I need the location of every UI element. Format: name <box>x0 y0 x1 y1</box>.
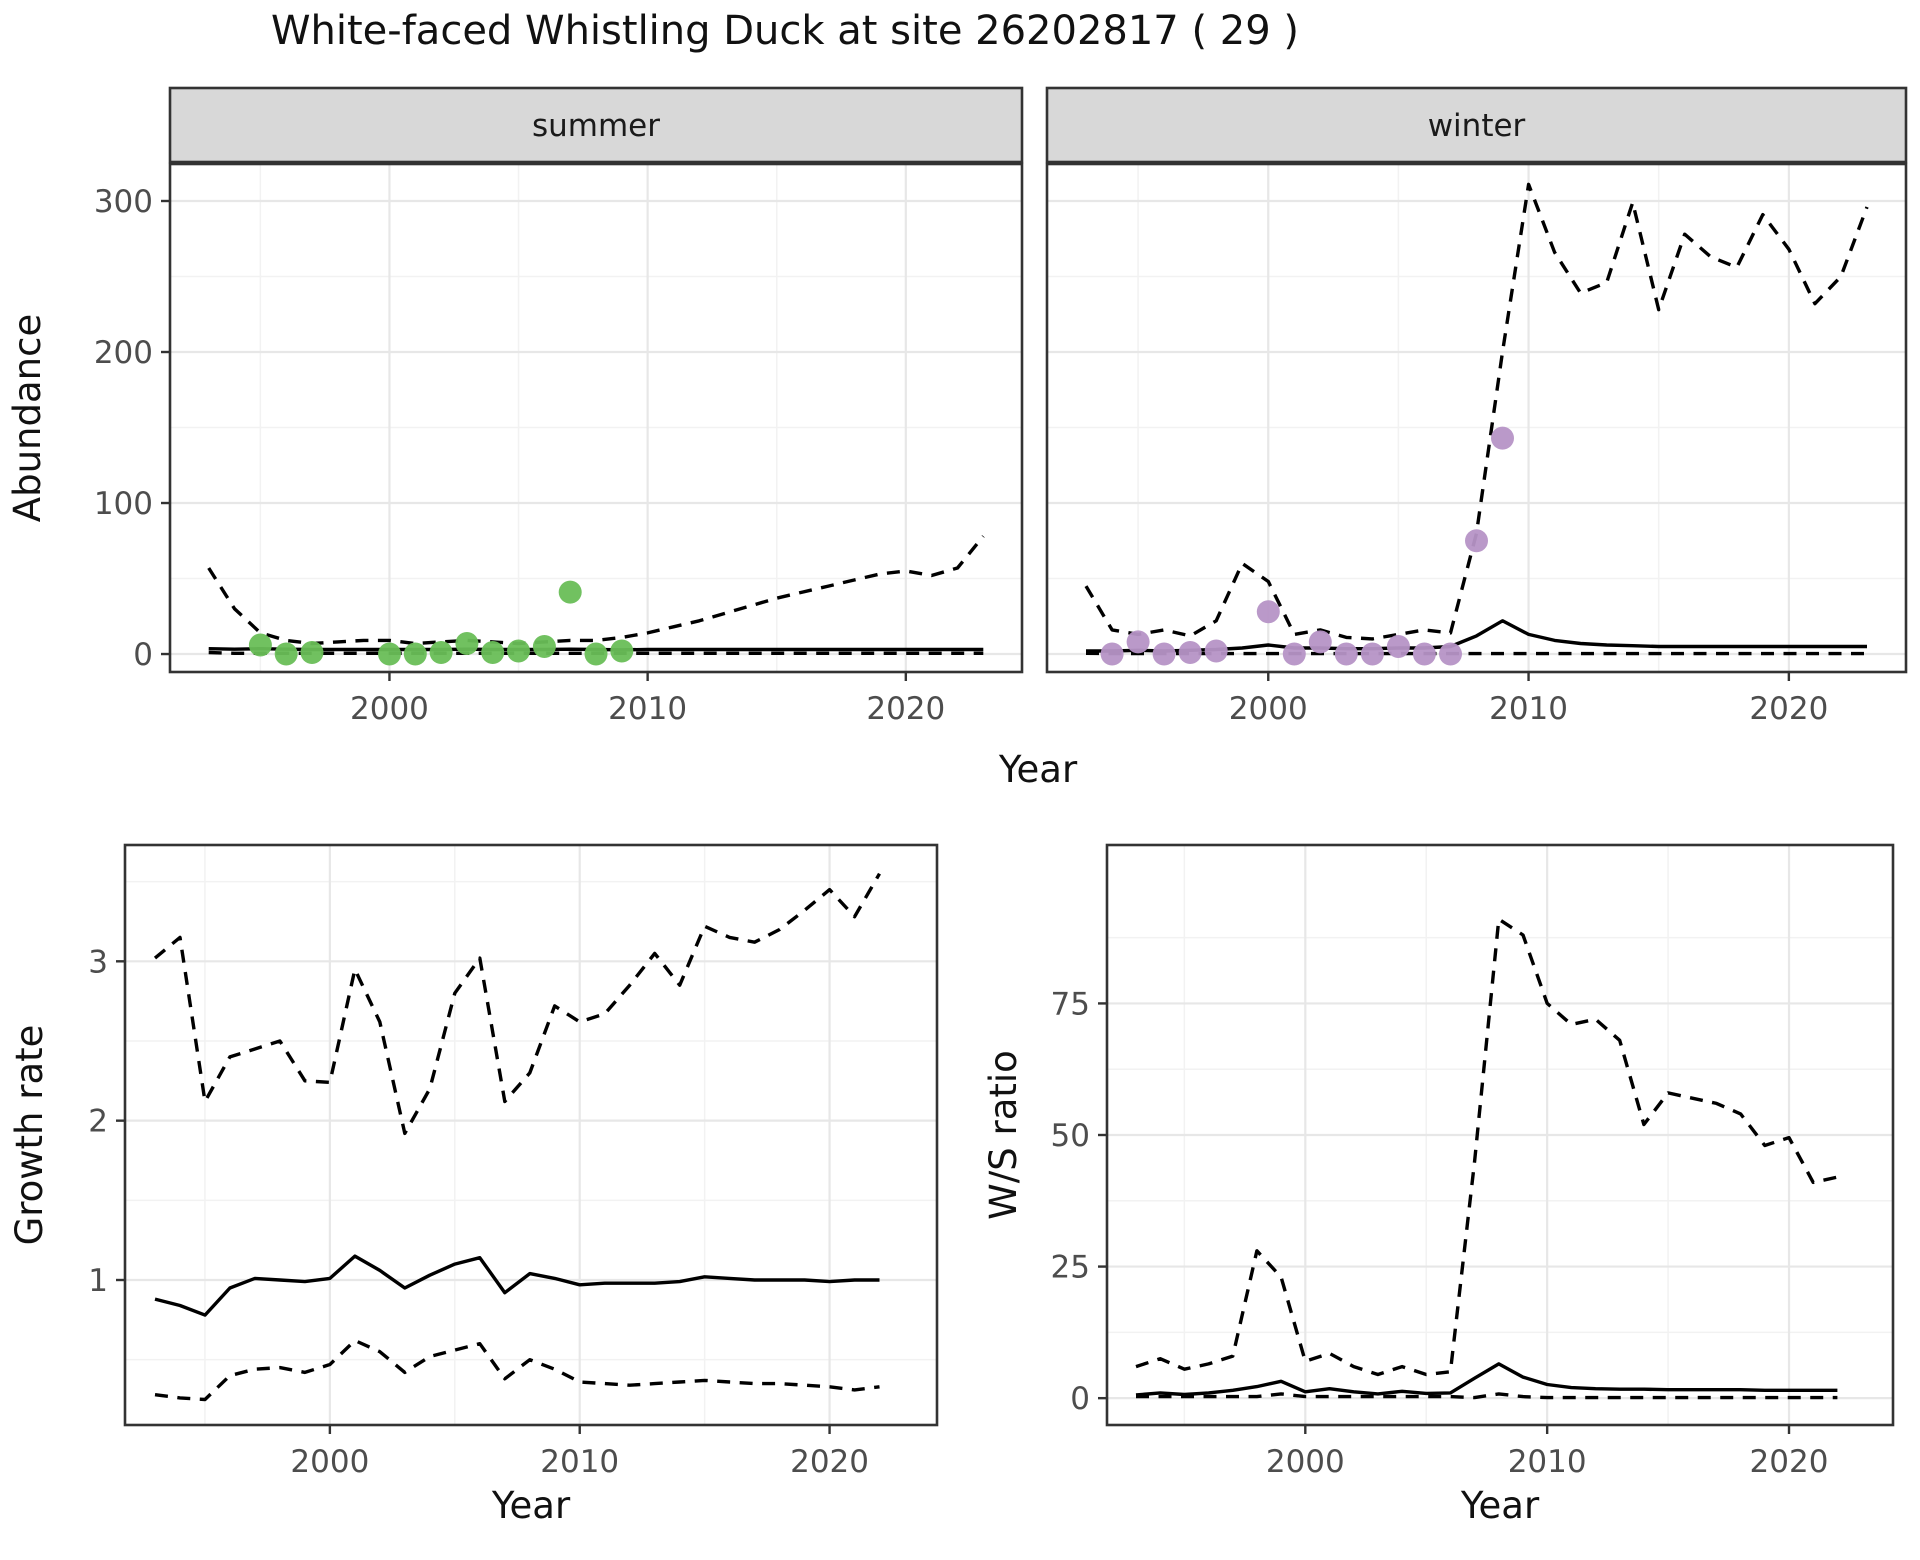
facet-strip <box>1045 86 1908 164</box>
series-lower-ci <box>1136 1392 1838 1400</box>
y-tick-label: 50 <box>1051 1118 1090 1154</box>
panel-abundance-winter: winter 2000 2010 2020 <box>1045 86 1908 727</box>
panel-background <box>170 164 1022 672</box>
facet-strip-label: summer <box>532 108 660 144</box>
x-tick-label: 2020 <box>866 691 945 727</box>
observation-point <box>1100 642 1124 666</box>
y-tick-label: 3 <box>88 944 108 980</box>
observation-point <box>1360 642 1384 666</box>
observation-point <box>274 642 298 666</box>
observation-point <box>610 639 634 663</box>
observed-counts-summer <box>248 580 634 666</box>
x-axis-abundance-winter: 2000 2010 2020 <box>1229 672 1828 727</box>
gridlines-minor <box>170 164 1022 672</box>
x-tick-label: 2020 <box>1750 1444 1829 1480</box>
y-tick-label: 75 <box>1051 986 1090 1022</box>
x-tick-label: 2010 <box>540 1444 619 1480</box>
x-tick-label: 2000 <box>350 691 429 727</box>
panel-ws-ratio: 2000 2010 2020 0 25 50 75 <box>1051 843 1895 1480</box>
y-tick-label: 1 <box>88 1263 108 1299</box>
observation-point <box>1465 529 1488 553</box>
observation-point <box>403 642 427 666</box>
panel-background <box>1047 164 1906 672</box>
axis-title-ylabel-growth-rate: Growth rate <box>8 1025 51 1246</box>
y-tick-label: 2 <box>88 1104 108 1140</box>
y-axis-abundance-summer: 0 100 200 300 <box>94 184 170 673</box>
observation-point <box>1204 639 1228 663</box>
gridlines-minor <box>125 845 937 1425</box>
observation-point <box>1334 642 1358 666</box>
observation-point <box>455 632 479 655</box>
observation-point <box>429 641 453 664</box>
observation-point <box>507 639 530 663</box>
axis-title-ylabel-abundance-summer: Abundance <box>6 314 49 522</box>
panel-border <box>168 162 1024 674</box>
gridlines-minor <box>1047 164 1906 672</box>
observation-point <box>1308 630 1332 654</box>
axis-title-ylabel-ws-ratio: W/S ratio <box>982 1050 1025 1220</box>
observation-point <box>1412 642 1436 666</box>
observation-point <box>378 642 401 666</box>
x-axis-growth-rate: 2000 2010 2020 <box>290 1425 869 1480</box>
observation-point <box>248 633 272 657</box>
x-tick-label: 2000 <box>1229 691 1308 727</box>
observation-point <box>558 580 582 604</box>
observation-point <box>481 641 505 664</box>
observation-point <box>1152 642 1176 666</box>
y-tick-label: 200 <box>94 335 153 371</box>
x-tick-label: 2020 <box>1749 691 1828 727</box>
observation-point <box>1386 635 1410 658</box>
panel-border <box>123 843 939 1427</box>
x-tick-label: 2000 <box>290 1444 369 1480</box>
observation-point <box>1439 642 1462 666</box>
y-tick-label: 300 <box>94 184 153 220</box>
facet-strip-label: winter <box>1428 108 1526 144</box>
gridlines-major <box>170 164 1022 672</box>
observation-point <box>1126 630 1150 654</box>
x-tick-label: 2010 <box>1508 1444 1587 1480</box>
y-axis-growth-rate: 1 2 3 <box>88 944 125 1299</box>
facet-strip <box>168 86 1024 164</box>
observation-point <box>1256 600 1280 624</box>
y-tick-label: 25 <box>1051 1250 1090 1286</box>
y-tick-label: 0 <box>133 637 153 673</box>
y-axis-ws-ratio: 0 25 50 75 <box>1051 986 1107 1417</box>
panel-border <box>1045 162 1908 674</box>
series-upper-ci <box>207 535 985 646</box>
observation-point <box>1178 641 1202 664</box>
observation-point <box>1491 426 1514 450</box>
y-tick-label: 100 <box>94 486 153 522</box>
observation-point <box>300 641 324 664</box>
panel-abundance-summer: summer 2000 2010 2020 0 100 200 300 <box>94 86 1024 727</box>
observed-counts-winter <box>1100 426 1514 666</box>
series-upper-ci <box>1084 182 1869 641</box>
series-upper-ci <box>1135 917 1838 1377</box>
axis-title-xlabel-growth-rate: Year <box>491 1484 571 1527</box>
axis-title-xlabel-ws-ratio: Year <box>1460 1484 1540 1527</box>
series-median <box>154 1254 880 1317</box>
panel-background <box>125 845 937 1425</box>
observation-point <box>1282 642 1306 666</box>
series-upper-ci <box>153 872 881 1136</box>
x-tick-label: 2010 <box>608 691 687 727</box>
x-tick-label: 2000 <box>1266 1444 1345 1480</box>
x-tick-label: 2020 <box>790 1444 869 1480</box>
panel-growth-rate: 2000 2010 2020 1 2 3 <box>88 843 939 1480</box>
chart-title: White-faced Whistling Duck at site 26202… <box>270 8 1299 54</box>
x-axis-abundance-summer: 2000 2010 2020 <box>350 672 945 727</box>
series-median <box>1135 1362 1838 1397</box>
observation-point <box>532 635 556 658</box>
observation-point <box>584 642 608 666</box>
x-tick-label: 2010 <box>1489 691 1568 727</box>
x-axis-ws-ratio: 2000 2010 2020 <box>1266 1425 1829 1480</box>
y-tick-label: 0 <box>1070 1381 1090 1417</box>
axis-title-xlabel-abundance-summer: Year <box>998 748 1078 791</box>
